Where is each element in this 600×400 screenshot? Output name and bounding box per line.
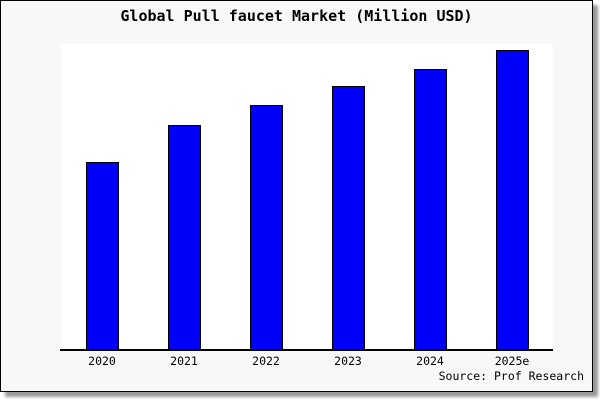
bar-2023: [331, 86, 365, 349]
x-tick-label-2022: 2022: [252, 354, 280, 368]
bar-2024: [413, 69, 447, 349]
x-tick-label-2024: 2024: [416, 354, 444, 368]
plot-area: [61, 44, 553, 349]
chart-figure: Global Pull faucet Market (Million USD) …: [0, 0, 593, 392]
x-axis-line: [60, 349, 553, 351]
x-tick-label-2021: 2021: [170, 354, 198, 368]
x-tick-label-2020: 2020: [88, 354, 116, 368]
bar-2021: [167, 125, 201, 349]
chart-title: Global Pull faucet Market (Million USD): [120, 7, 473, 25]
bar-2022: [249, 105, 283, 349]
x-tick-label-2025e: 2025e: [494, 354, 530, 368]
x-tick-label-2023: 2023: [334, 354, 362, 368]
source-credit: Source: Prof Research: [438, 369, 584, 383]
bar-2020: [85, 162, 119, 349]
bar-2025e: [495, 50, 529, 349]
x-axis-labels: 2020 2021 2022 2023 2024 2025e: [1, 354, 594, 368]
